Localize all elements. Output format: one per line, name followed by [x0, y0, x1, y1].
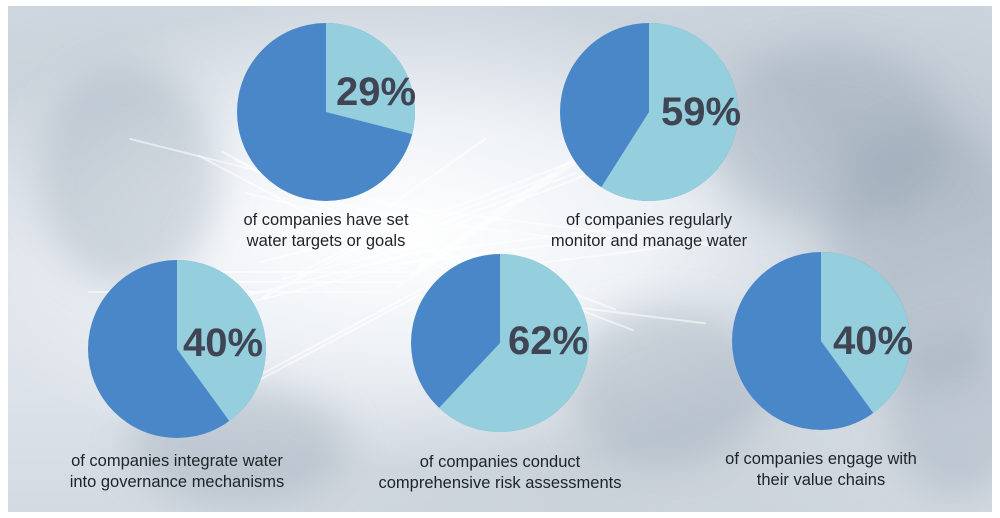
- pie-2-caption: of companies regularly monitor and manag…: [529, 210, 769, 252]
- pie-card-2: 59%: [559, 22, 742, 202]
- pie-chart-3: [88, 260, 266, 438]
- pie-2-highlight-slice: [601, 23, 738, 201]
- background-shadow: [708, 46, 948, 226]
- pie-card-1: 29%: [236, 22, 416, 202]
- pie-1-caption-line-1: of companies have set: [243, 211, 409, 229]
- pie-3-highlight-slice: [177, 260, 266, 421]
- pie-chart-4: [411, 254, 590, 432]
- pie-3-caption-line-2: into governance mechanisms: [69, 473, 285, 491]
- pie-chart-1: [237, 23, 415, 201]
- pie-chart-2: [560, 23, 738, 201]
- pie-chart-5: [732, 252, 910, 430]
- pie-4-caption-line-1: of companies conduct: [419, 453, 581, 471]
- background-shadow: [38, 66, 218, 286]
- pie-4-caption-line-2: comprehensive risk assessments: [378, 474, 622, 492]
- pie-2-percent-label: 59%: [661, 90, 742, 134]
- pie-3-caption-line-1: of companies integrate water: [71, 452, 283, 470]
- pie-card-5: 40%: [731, 251, 914, 431]
- pie-card-4: 62%: [410, 253, 590, 433]
- pie-1-highlight-slice: [326, 23, 415, 135]
- pie-3-percent-label: 40%: [183, 321, 264, 365]
- pie-1-percent-label: 29%: [336, 70, 417, 114]
- pie-4-percent-label: 62%: [508, 319, 589, 363]
- pie-2-caption-line-1: of companies regularly: [566, 211, 732, 229]
- pie-3-caption: of companies integrate water into govern…: [47, 451, 307, 493]
- pie-1-caption-line-2: water targets or goals: [246, 232, 406, 250]
- pie-4-highlight-slice: [439, 254, 590, 432]
- pie-card-3: 40%: [87, 259, 267, 439]
- pie-1-caption: of companies have set water targets or g…: [206, 210, 446, 252]
- pie-2-caption-line-2: monitor and manage water: [550, 232, 748, 250]
- pie-5-caption-line-1: of companies engage with: [725, 450, 917, 468]
- pie-5-caption: of companies engage with their value cha…: [701, 449, 941, 491]
- pie-5-highlight-slice: [821, 252, 910, 413]
- pie-5-caption-line-2: their value chains: [756, 471, 886, 489]
- pie-4-caption: of companies conduct comprehensive risk …: [370, 452, 630, 494]
- pie-5-percent-label: 40%: [833, 319, 914, 363]
